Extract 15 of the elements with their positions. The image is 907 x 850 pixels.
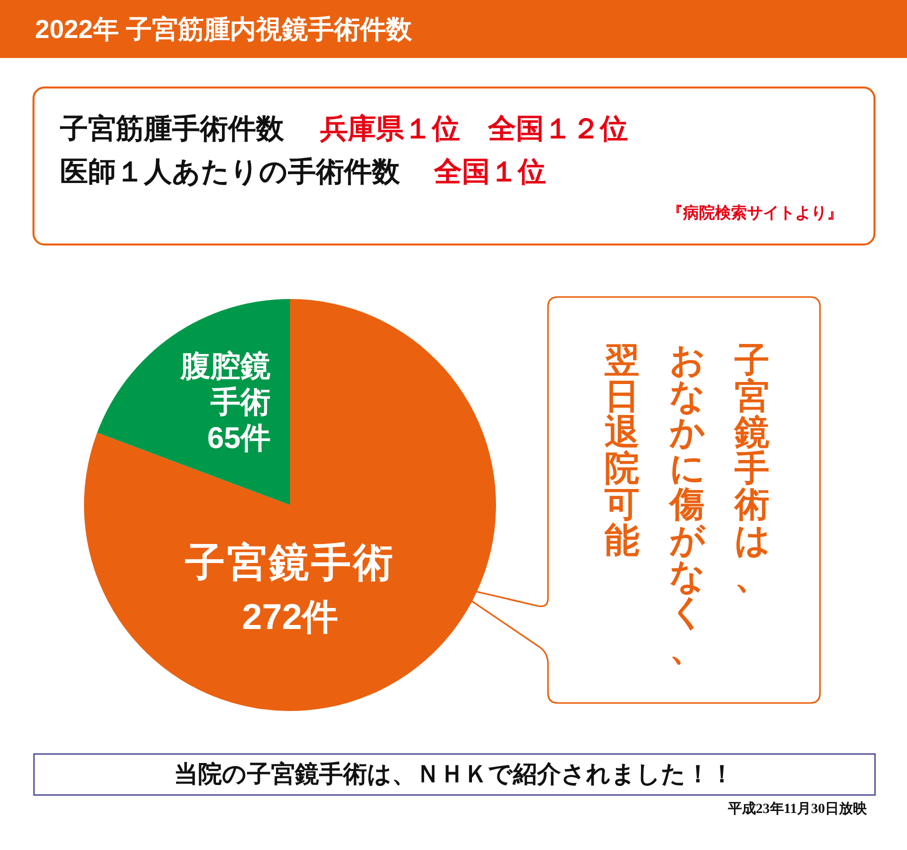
slice-label: 子宮鏡手術: [185, 540, 395, 588]
text: 兵庫県１位 全国１２位: [320, 112, 628, 146]
text: 当院の子宮鏡手術は、ＮＨＫで紹介されました！！: [174, 760, 734, 790]
text: 平成23年11月30日放映: [728, 801, 867, 819]
text: 翌日退院可能: [604, 341, 640, 560]
text: 子宮筋腫手術件数: [60, 112, 284, 146]
slice-label: 腹腔鏡手術: [179, 349, 271, 422]
data-label: 272件: [240, 595, 340, 640]
text: 医師１人あたりの手術件数: [60, 155, 400, 189]
text: 子宮鏡手術は、: [734, 341, 770, 596]
text: 全国１位: [434, 155, 546, 189]
chart-title: 2022年 子宮筋腫内視鏡手術件数: [35, 13, 412, 46]
text: 『病院検索サイトより』: [667, 203, 843, 224]
text: おなかに傷がなく、: [670, 341, 706, 668]
data-label: 65件: [206, 421, 271, 458]
